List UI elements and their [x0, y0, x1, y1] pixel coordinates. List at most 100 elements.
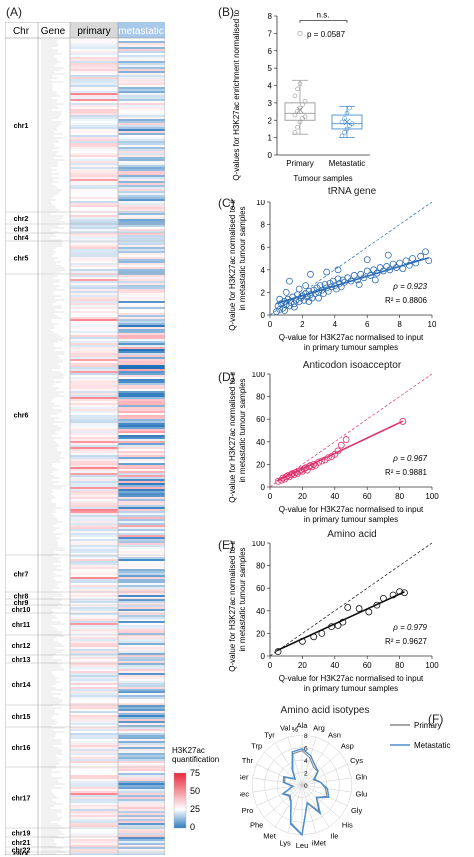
heatmap-cell-metastatic — [118, 167, 165, 169]
x-category-label: Primary — [286, 159, 314, 168]
heatmap-cell-primary — [70, 581, 118, 583]
heatmap-cell-primary — [70, 511, 118, 513]
heatmap-cell-primary — [70, 599, 118, 601]
heatmap-cell-metastatic — [118, 507, 165, 509]
heatmap-cell-primary — [70, 105, 118, 107]
heatmap-cell-primary — [70, 505, 118, 507]
scatter-point — [286, 277, 293, 285]
heatmap-cell-primary — [70, 833, 118, 835]
heatmap-cell-metastatic — [118, 303, 165, 305]
heatmap-cell-metastatic — [118, 263, 165, 265]
panel-label-d: (D) — [218, 370, 235, 384]
heatmap-cell-primary — [70, 693, 118, 695]
heatmap-cell-metastatic — [118, 331, 165, 333]
x-category-label: Metastatic — [329, 159, 365, 168]
heatmap-cell-metastatic — [118, 781, 165, 783]
scatter-chart-aminoacid: 0 20 40 60 80 100 0 20 40 60 80 100 ρ = 0.979 R² = 0.… — [228, 541, 439, 693]
heatmap-cell-primary — [70, 227, 118, 229]
r2-label: R² = 0.9627 — [385, 637, 428, 646]
chr-label: chr9 — [14, 600, 29, 607]
heatmap-cell-metastatic — [118, 797, 165, 799]
heatmap-cell-metastatic — [118, 255, 165, 257]
heatmap-cell-primary — [70, 145, 118, 147]
radar-spoke — [301, 736, 317, 786]
heatmap-cell-metastatic — [118, 731, 165, 733]
heatmap-cell-metastatic — [118, 411, 165, 413]
heatmap-cell-primary — [70, 573, 118, 575]
colorbar-title-1: H3K27ac — [172, 746, 205, 755]
radar-category-label: Leu — [296, 841, 309, 850]
heatmap-cell-metastatic — [118, 421, 165, 423]
heatmap-cell-primary — [70, 389, 118, 391]
heatmap-cell-primary — [70, 735, 118, 737]
x-tick-label: 100 — [425, 661, 439, 670]
heatmap-cell-primary — [70, 629, 118, 631]
heatmap-cell-primary — [70, 707, 118, 709]
scatter-point — [399, 418, 407, 425]
heatmap-cell-metastatic — [118, 297, 165, 299]
heatmap-cell-metastatic — [118, 721, 165, 723]
heatmap-cell-metastatic — [118, 555, 165, 557]
heatmap-cell-metastatic — [118, 177, 165, 179]
heatmap-cell-primary — [70, 413, 118, 415]
heatmap-cell-primary — [70, 107, 118, 109]
box-mean-marker — [343, 118, 351, 126]
heatmap-cell-primary — [70, 189, 118, 191]
heatmap-cell-primary — [70, 837, 118, 839]
heatmap-cell-primary — [70, 143, 118, 145]
heatmap-cell-metastatic — [118, 659, 165, 661]
heatmap-cell-primary — [70, 365, 118, 367]
heatmap-cell-primary — [70, 99, 118, 101]
scatter-point — [383, 263, 391, 270]
heatmap-cell-metastatic — [118, 777, 165, 779]
heatmap-cell-primary — [70, 737, 118, 739]
heatmap-cell-primary — [70, 605, 118, 607]
heatmap-cell-primary — [70, 723, 118, 725]
heatmap-cell-primary — [70, 79, 118, 81]
heatmap-cell-metastatic — [118, 437, 165, 439]
heatmap-cell-primary — [70, 817, 118, 819]
heatmap-cell-primary — [70, 369, 118, 371]
heatmap-cell-primary — [70, 689, 118, 691]
heatmap-cell-primary — [70, 407, 118, 409]
y-tick-label: 10 — [256, 200, 265, 207]
heatmap-cell-metastatic — [118, 515, 165, 517]
heatmap-cell-metastatic — [118, 237, 165, 239]
y-tick-label: 20 — [256, 629, 265, 638]
heatmap-cell-metastatic — [118, 649, 165, 651]
heatmap-cell-primary — [70, 91, 118, 93]
heatmap-cell-primary — [70, 721, 118, 723]
heatmap-cell-metastatic — [118, 661, 165, 663]
heatmap-cell-metastatic — [118, 543, 165, 545]
heatmap-cell-metastatic — [118, 531, 165, 533]
box-point — [295, 86, 300, 92]
heatmap-cell-primary — [70, 183, 118, 185]
heatmap-cell-metastatic — [118, 681, 165, 683]
heatmap-cell-primary — [70, 813, 118, 815]
heatmap-cell-metastatic — [118, 393, 165, 395]
heatmap-cell-metastatic — [118, 833, 165, 835]
heatmap-cell-primary — [70, 535, 118, 537]
pvalue-label: p = 0.0587 — [307, 30, 346, 39]
heatmap-cell-primary — [70, 297, 118, 299]
heatmap-cell-metastatic — [118, 415, 165, 417]
box-point — [300, 102, 305, 107]
heatmap-cell-primary — [70, 819, 118, 821]
heatmap-cell-metastatic — [118, 553, 165, 555]
heatmap-cell-metastatic — [118, 97, 165, 99]
radar-category-label: Met — [263, 831, 276, 840]
heatmap-cell-primary — [70, 129, 118, 131]
heatmap-cell-metastatic — [118, 275, 165, 277]
heatmap-cell-primary — [70, 49, 118, 51]
heatmap-cell-primary — [70, 847, 118, 849]
x-tick-label: 0 — [268, 661, 273, 670]
heatmap-cell-primary — [70, 527, 118, 529]
heatmap-cell-metastatic — [118, 143, 165, 145]
heatmap-cell-metastatic — [118, 461, 165, 463]
box-point — [349, 121, 355, 127]
heatmap-cell-metastatic — [118, 471, 165, 473]
heatmap-cell-metastatic — [118, 395, 165, 397]
heatmap-cell-metastatic — [118, 69, 165, 71]
heatmap-cell-primary — [70, 687, 118, 689]
heatmap-cell-primary — [70, 181, 118, 183]
